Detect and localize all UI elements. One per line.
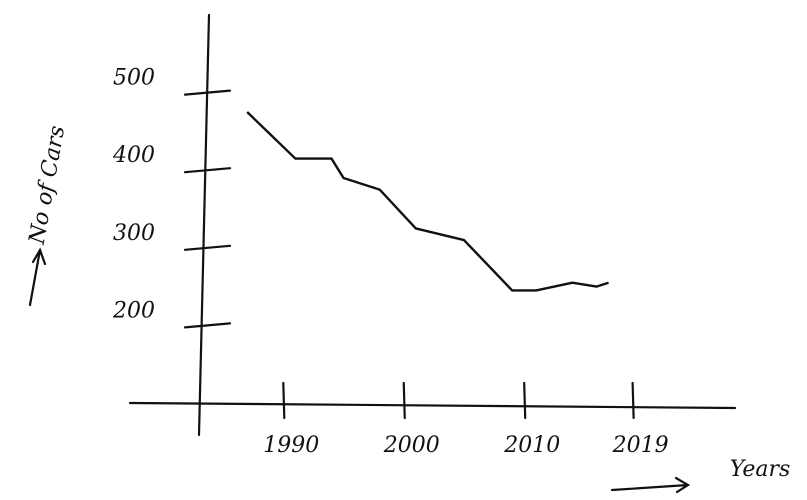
x-label-arrow	[610, 476, 691, 494]
y-tick-label: 200	[112, 298, 155, 323]
x-tick-label: 2010	[503, 433, 560, 458]
y-axis	[197, 13, 211, 437]
x-tick-label: 2000	[383, 433, 440, 458]
data-line	[246, 111, 609, 292]
x-tick-label: 1990	[263, 433, 319, 458]
y-tick-label: 300	[113, 221, 155, 246]
y-tick	[183, 244, 232, 251]
x-tick	[523, 381, 527, 420]
x-tick	[402, 381, 406, 420]
x-axis-label: Years	[730, 457, 791, 482]
y-tick-label: 400	[112, 143, 155, 168]
y-tick-label: 500	[113, 66, 155, 91]
x-tick	[631, 381, 635, 420]
x-tick-label: 2019	[612, 433, 669, 458]
y-axis-label-group: No of Cars	[25, 124, 71, 247]
y-tick	[183, 167, 232, 174]
x-axis	[128, 401, 737, 410]
x-tick	[282, 381, 286, 420]
y-tick	[183, 89, 232, 96]
y-axis-label: No of Cars	[25, 124, 71, 247]
y-tick	[183, 322, 232, 329]
y-label-arrow	[28, 247, 47, 307]
